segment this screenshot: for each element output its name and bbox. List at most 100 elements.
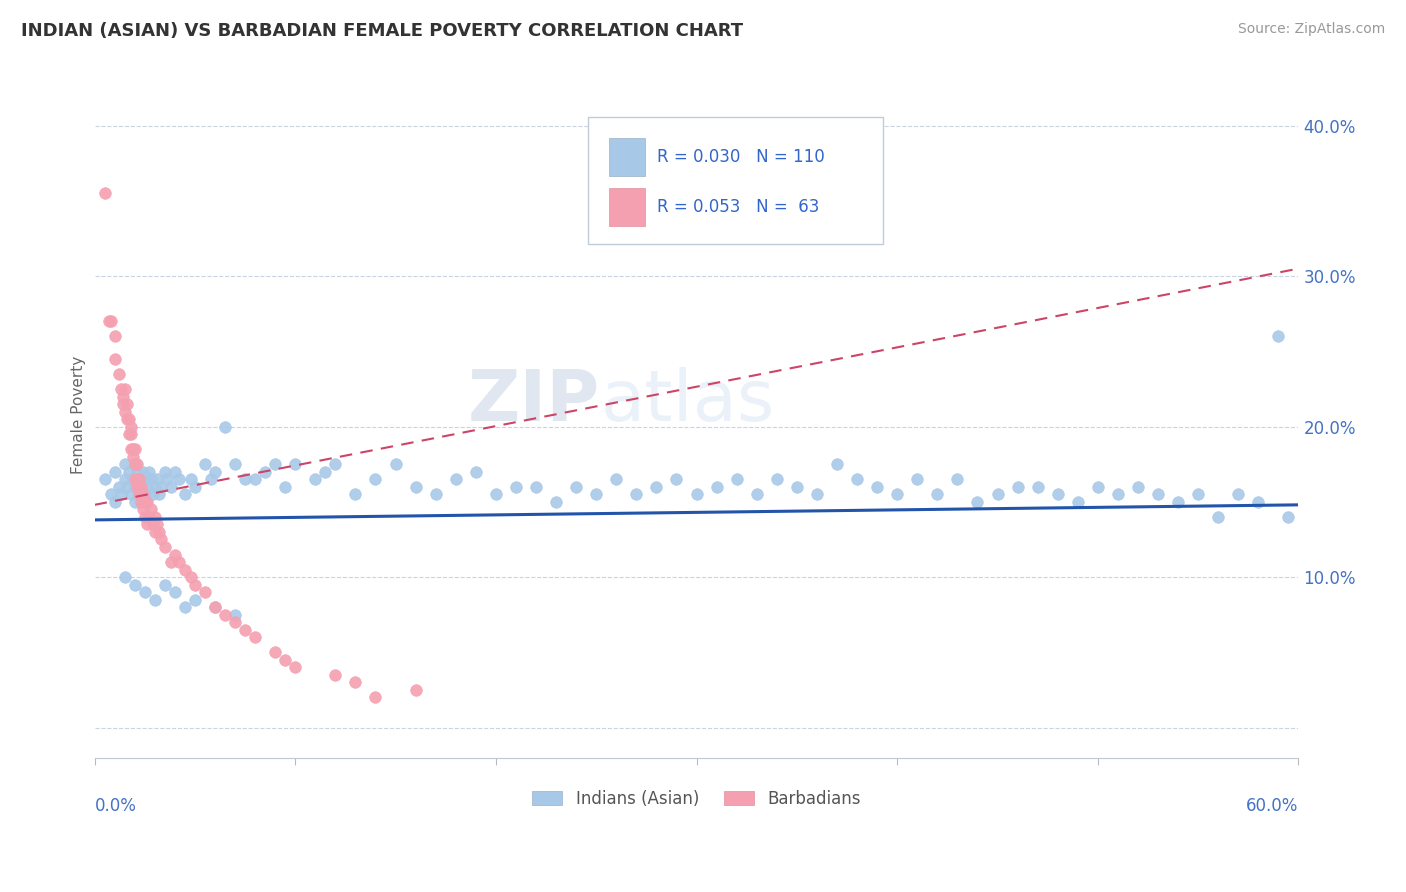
Point [1067,495,1090,509]
Point [148,524,170,539]
Point [200,472,222,486]
Point [143,592,166,607]
Point [546,495,568,509]
Point [100,487,122,501]
Point [180,472,202,486]
Point [107,480,129,494]
Point [120,419,142,434]
Point [1247,495,1270,509]
Point [134,495,156,509]
Point [846,472,869,486]
Point [905,472,928,486]
Point [1126,480,1149,494]
Point [129,495,152,509]
Point [111,397,134,411]
Point [124,480,146,494]
Point [706,480,728,494]
Point [124,495,146,509]
Point [114,404,136,418]
Point [284,660,307,674]
Point [129,480,152,494]
Point [114,457,136,471]
Point [124,442,146,457]
Point [184,592,207,607]
Point [786,480,808,494]
Point [114,570,136,584]
Text: 0.0%: 0.0% [94,797,136,814]
Text: 60.0%: 60.0% [1246,797,1299,814]
Point [524,480,547,494]
Point [139,502,162,516]
Point [124,577,146,591]
Point [134,487,156,501]
Point [886,487,908,501]
Point [180,570,202,584]
Point [1087,480,1109,494]
Point [194,585,217,599]
Point [1267,329,1289,343]
Point [184,480,207,494]
Point [134,509,156,524]
Point [425,487,447,501]
Point [93,472,115,486]
Point [163,465,186,479]
Point [585,487,607,501]
Point [204,600,226,615]
Point [725,472,748,486]
Point [685,487,707,501]
Point [224,607,246,622]
Point [107,367,129,381]
Point [120,487,142,501]
Point [626,487,648,501]
Point [97,314,120,328]
Point [565,480,588,494]
FancyBboxPatch shape [609,188,645,226]
Point [364,472,387,486]
Point [115,397,138,411]
Point [214,419,236,434]
Point [132,465,155,479]
Point [224,457,246,471]
Point [167,555,190,569]
Text: R = 0.053   N =  63: R = 0.053 N = 63 [657,198,820,216]
Point [464,465,486,479]
Point [274,653,297,667]
Point [264,457,287,471]
Point [114,472,136,486]
Point [173,487,195,501]
Point [104,465,127,479]
Point [146,517,169,532]
Point [364,690,387,705]
Point [124,457,146,471]
Point [184,577,207,591]
Point [765,472,787,486]
Text: atlas: atlas [600,368,775,436]
Point [124,472,146,486]
FancyBboxPatch shape [609,138,645,176]
Point [1277,509,1299,524]
Point [135,517,157,532]
Point [325,668,347,682]
Point [665,472,688,486]
Point [146,472,169,486]
Point [132,487,155,501]
Point [806,487,828,501]
FancyBboxPatch shape [588,118,883,244]
Point [134,585,156,599]
Point [163,585,186,599]
Point [111,390,134,404]
Point [100,314,122,328]
Point [254,465,277,479]
Point [153,577,176,591]
Point [1107,487,1129,501]
Point [132,502,155,516]
Point [485,487,508,501]
Point [149,533,172,547]
Point [118,427,141,442]
Point [115,480,138,494]
Point [167,472,190,486]
Point [1046,487,1069,501]
Point [274,480,297,494]
Text: R = 0.030   N = 110: R = 0.030 N = 110 [657,148,824,166]
Point [143,524,166,539]
